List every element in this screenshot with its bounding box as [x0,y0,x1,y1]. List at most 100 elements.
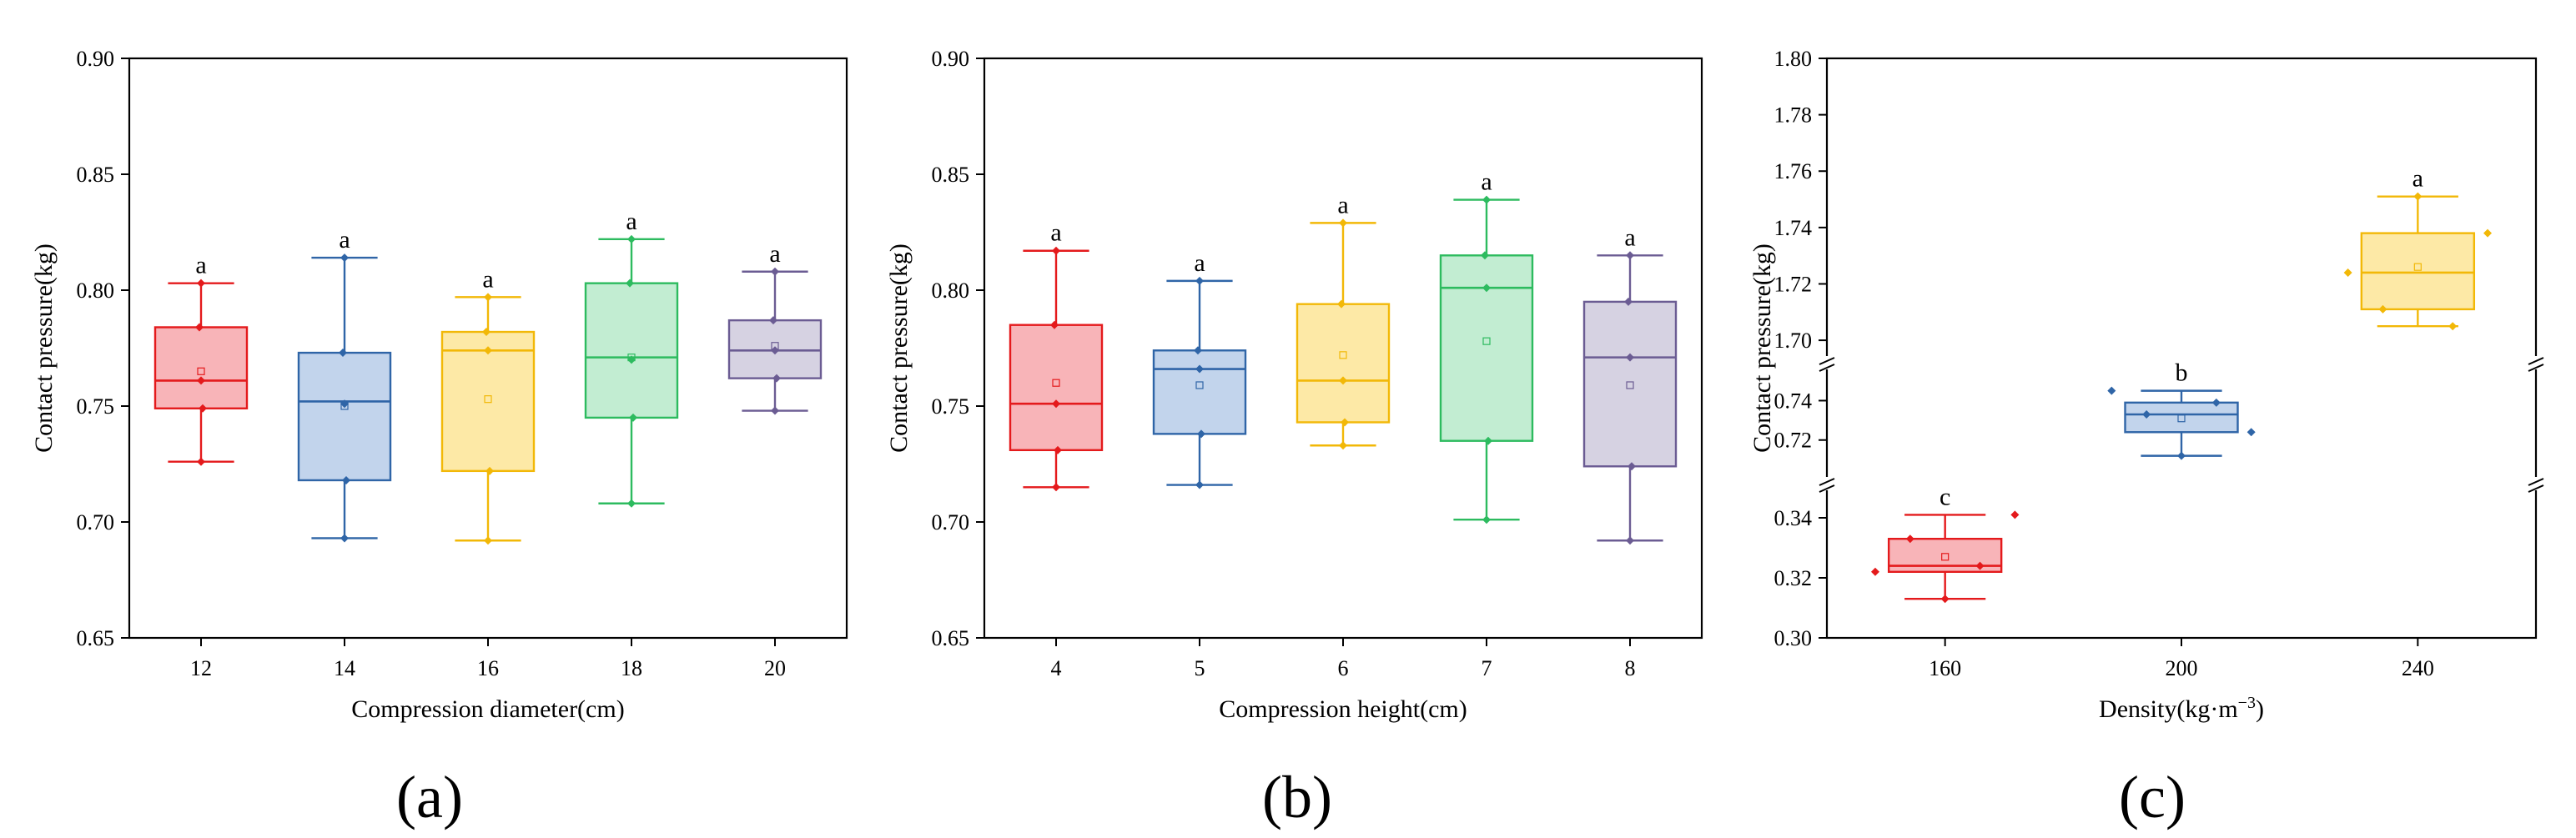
data-point [626,278,634,288]
data-point [484,346,492,355]
data-point [484,536,492,545]
data-point [197,457,205,466]
data-point [1481,251,1489,260]
y-tick-label: 0.70 [932,510,970,534]
data-point [342,475,350,484]
data-point [2413,192,2423,201]
data-point [1940,595,1950,604]
data-point [197,278,205,288]
box-20: a [727,240,823,415]
data-point [1197,429,1205,439]
box-160: c [1870,483,2020,604]
data-point [1482,515,1491,524]
significance-letter: a [1050,219,1061,247]
data-point [629,413,637,422]
significance-letter: a [1624,223,1635,251]
data-point [769,316,777,325]
y-tick-label: 1.76 [1774,159,1813,183]
data-point [486,466,494,475]
axis-break-mark [1819,478,1835,493]
y-axis-label: Contact pressure(kg) [30,243,58,453]
data-point [1052,399,1060,409]
significance-letter: a [482,265,493,293]
data-point [340,534,349,543]
x-tick-label: 160 [1929,656,1961,680]
iqr-box [584,282,679,419]
x-axis-label: Compression height(cm) [1219,695,1467,723]
y-tick-label: 0.30 [1774,626,1813,650]
data-point [195,323,204,332]
data-point [2107,386,2116,395]
y-tick-label: 0.75 [77,394,115,419]
data-point [627,234,636,243]
box-16: a [440,265,536,545]
significance-letter: a [1194,249,1205,277]
data-point [772,374,781,383]
mean-marker [197,367,205,375]
data-point [1626,536,1634,545]
mean-marker [1482,337,1491,345]
data-point [197,376,205,385]
data-point [2483,228,2493,238]
data-point [1905,534,1914,544]
x-tick-label: 4 [1051,656,1062,680]
data-point [2448,322,2458,331]
y-tick-label: 0.32 [1774,566,1813,590]
x-axis-label-sup: −3 [2238,694,2256,712]
data-point [2343,268,2352,277]
panel-label: (c) [2119,764,2186,830]
y-tick-label: 0.65 [932,626,970,650]
x-tick-label: 6 [1338,656,1349,680]
data-point [1624,297,1633,306]
x-axis-label-end: ) [2256,695,2264,723]
data-point [339,349,347,358]
box-7: a [1439,168,1534,524]
data-point [1626,251,1634,260]
axis-break-mark [2528,357,2544,372]
iqr-box [1152,349,1247,435]
y-axis-label: Contact pressure(kg) [1748,243,1776,453]
axis-break-mark [1819,357,1835,372]
mean-marker [1339,351,1347,359]
iqr-box [1296,303,1391,424]
data-point [1339,441,1347,450]
y-tick-label: 1.70 [1774,329,1813,353]
y-tick-label: 0.72 [1774,429,1813,453]
data-point [199,404,207,413]
y-tick-label: 0.74 [1774,389,1813,413]
significance-letter: a [1481,168,1492,196]
panel-0: 0.65 0.70 0.75 0.80 0.85 0.90 a 12 a 14 a 16 a 18 a 20 C… [30,47,848,830]
data-point [1195,480,1204,489]
data-point [771,346,779,355]
y-tick-label: 0.90 [932,47,970,71]
x-tick-label: 240 [2402,656,2434,680]
data-point [1339,218,1347,228]
x-tick-label: 8 [1625,656,1636,680]
data-point [771,267,779,276]
panel-2: 0.30 0.32 0.34 0.72 0.74 1.70 1.72 1.74 1.76 1.78… [1748,47,2544,830]
iqr-box [440,330,536,473]
box-8: a [1582,223,1678,545]
data-point [1339,376,1347,385]
y-tick-label: 0.34 [1774,506,1813,530]
x-tick-label: 200 [2166,656,2198,680]
data-point [1975,561,1985,570]
data-point [1054,445,1062,454]
panel-1: 0.65 0.70 0.75 0.80 0.85 0.90 a 4 a 5 a 6 a 7 a 8 Compre… [885,47,1703,830]
significance-letter: a [1337,191,1348,218]
y-tick-label: 0.80 [77,278,115,303]
data-point [2378,304,2387,314]
mean-marker [2177,414,2186,423]
data-point [1484,436,1492,445]
box-240: a [2343,165,2493,331]
y-tick-label: 0.75 [932,394,970,419]
data-point [627,355,636,364]
x-axis-label: Compression diameter(cm) [351,695,624,723]
data-point [1194,346,1202,355]
data-point [2177,451,2186,460]
significance-letter: c [1940,483,1950,510]
y-tick-label: 0.85 [77,163,115,187]
data-point [1870,567,1879,576]
y-tick-label: 0.70 [77,510,115,534]
box-12: a [153,252,249,466]
